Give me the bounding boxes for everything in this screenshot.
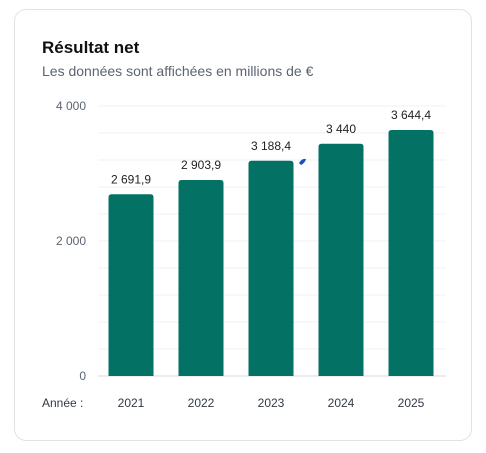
y-tick-label: 4 000 xyxy=(56,99,86,113)
cursor-marker-icon xyxy=(299,158,306,165)
bar xyxy=(108,194,154,376)
data-label: 3 440 xyxy=(326,122,356,136)
y-tick-label: 2 000 xyxy=(56,234,86,248)
y-axis-ticks: 0 2 000 4 000 xyxy=(56,99,86,383)
bar xyxy=(178,179,224,376)
chart-subtitle: Les données sont affichées en millions d… xyxy=(42,63,314,79)
chart-title: Résultat net xyxy=(42,38,140,57)
bars xyxy=(108,130,434,376)
data-label: 2 903,9 xyxy=(181,158,221,172)
x-tick-label: 2022 xyxy=(188,396,215,410)
x-tick-label: 2021 xyxy=(118,396,145,410)
data-label: 3 644,4 xyxy=(391,108,431,122)
x-tick-label: 2025 xyxy=(398,396,425,410)
data-labels: 2 691,9 2 903,9 3 188,4 3 440 3 644,4 xyxy=(111,108,431,186)
x-axis-ticks: 2021 2022 2023 2024 2025 xyxy=(118,396,425,410)
bar xyxy=(318,143,364,376)
y-tick-label: 0 xyxy=(79,369,86,383)
x-tick-label: 2023 xyxy=(258,396,285,410)
bar xyxy=(388,130,434,376)
x-axis-prefix: Année : xyxy=(42,396,83,410)
data-label: 3 188,4 xyxy=(251,139,291,153)
bar xyxy=(248,160,294,376)
data-label: 2 691,9 xyxy=(111,172,151,186)
x-tick-label: 2024 xyxy=(328,396,355,410)
